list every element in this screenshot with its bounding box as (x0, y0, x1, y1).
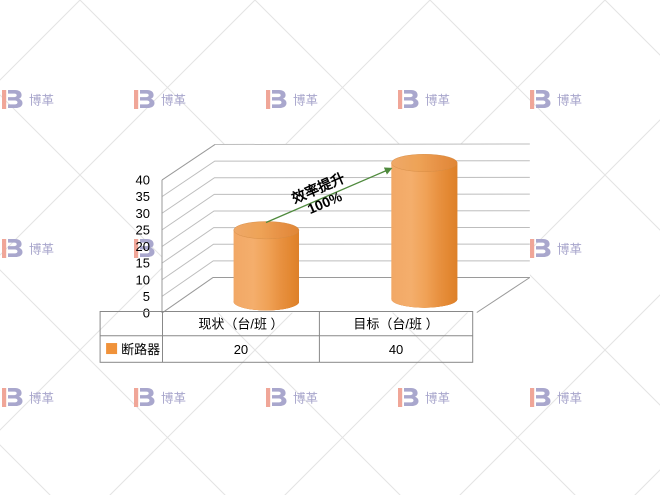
svg-text:10: 10 (136, 272, 150, 287)
svg-text:断路器: 断路器 (121, 342, 160, 357)
svg-text:25: 25 (136, 222, 150, 237)
svg-text:0: 0 (143, 306, 150, 321)
svg-text:30: 30 (136, 206, 150, 221)
svg-text:15: 15 (136, 256, 150, 271)
svg-text:20: 20 (234, 342, 248, 357)
svg-text:现状（台/班 ）: 现状（台/班 ） (198, 317, 283, 332)
svg-text:40: 40 (136, 173, 150, 188)
svg-text:40: 40 (389, 342, 403, 357)
svg-text:35: 35 (136, 189, 150, 204)
svg-text:5: 5 (143, 289, 150, 304)
svg-text:20: 20 (136, 239, 150, 254)
svg-text:目标（台/班 ）: 目标（台/班 ） (353, 317, 438, 332)
